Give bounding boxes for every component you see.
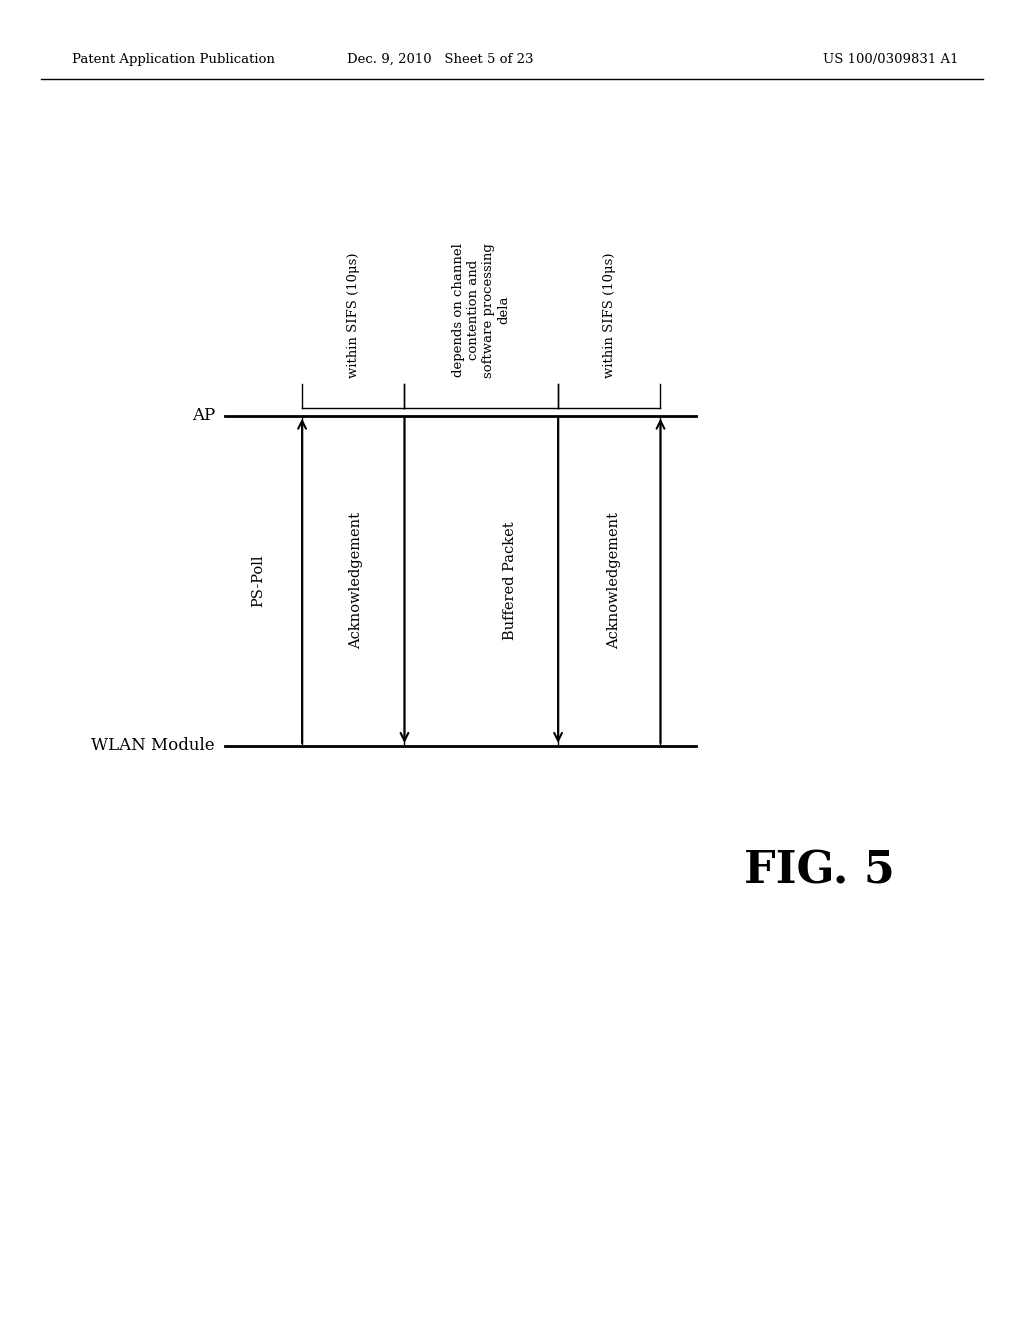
- Text: Patent Application Publication: Patent Application Publication: [72, 53, 274, 66]
- Text: within SIFS (10μs): within SIFS (10μs): [347, 252, 359, 378]
- Text: Acknowledgement: Acknowledgement: [349, 512, 364, 649]
- Text: within SIFS (10μs): within SIFS (10μs): [603, 252, 615, 378]
- Text: FIG. 5: FIG. 5: [743, 850, 895, 892]
- Text: Buffered Packet: Buffered Packet: [503, 521, 517, 640]
- Text: Acknowledgement: Acknowledgement: [607, 512, 622, 649]
- Text: AP: AP: [191, 408, 215, 424]
- Text: US 100/0309831 A1: US 100/0309831 A1: [823, 53, 958, 66]
- Text: Dec. 9, 2010   Sheet 5 of 23: Dec. 9, 2010 Sheet 5 of 23: [347, 53, 534, 66]
- Text: WLAN Module: WLAN Module: [91, 738, 215, 754]
- Text: PS-Poll: PS-Poll: [251, 554, 265, 607]
- Text: depends on channel
contention and
software processing
dela: depends on channel contention and softwa…: [453, 243, 510, 378]
